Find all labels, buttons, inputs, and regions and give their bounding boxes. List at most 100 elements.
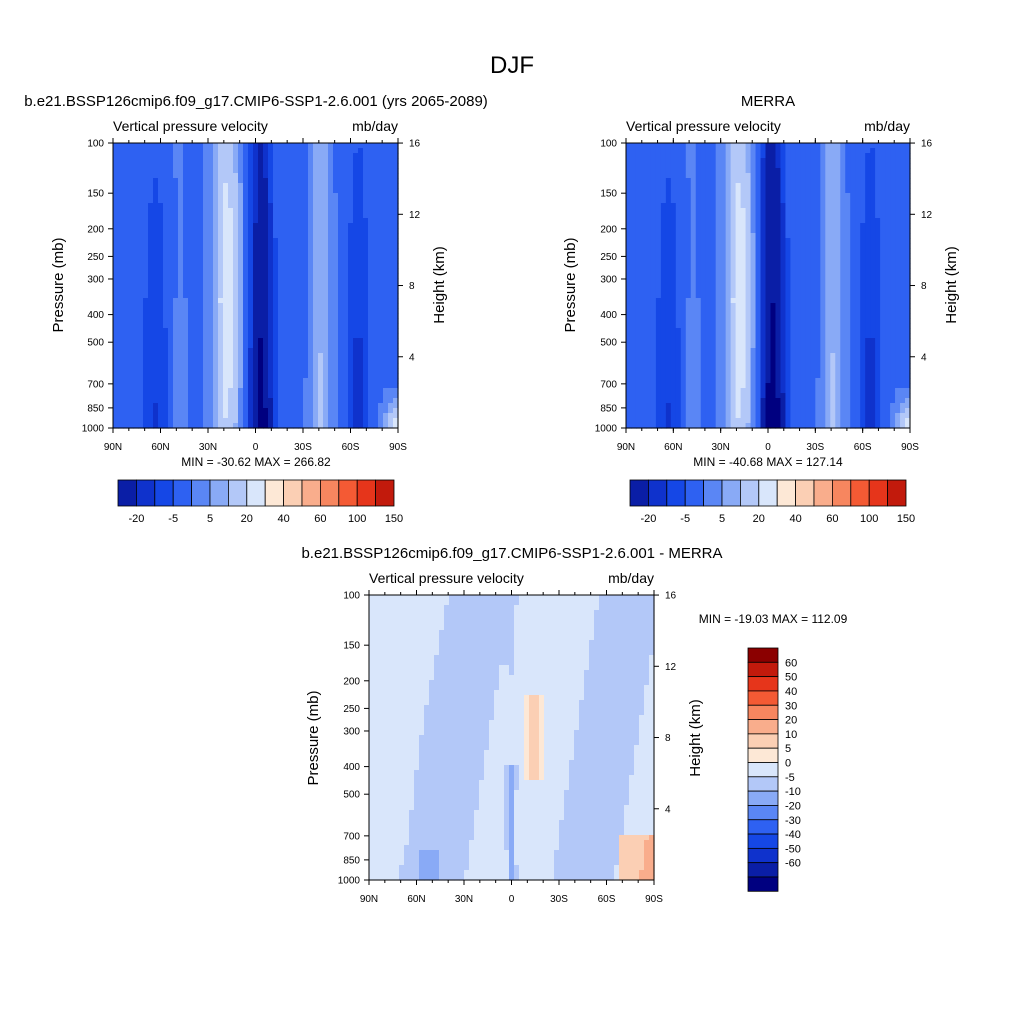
field-cell [685,228,692,234]
field-cell [203,358,209,364]
field-cell [805,213,811,219]
field-cell [765,163,772,169]
field-cell [388,418,394,424]
field-cell [830,183,836,189]
field-cell [635,243,642,249]
field-cell [148,413,154,419]
field-cell [775,148,782,154]
field-cell [333,358,339,364]
field-cell [870,223,876,229]
field-cell [188,313,194,319]
field-cell [378,253,384,259]
field-cell [393,303,399,309]
field-cell [338,423,344,429]
field-cell [383,183,389,189]
field-cell [193,398,199,404]
field-cell [795,173,801,179]
field-cell [333,338,339,344]
field-cell [780,193,787,199]
field-cell [660,208,667,214]
field-cell [153,198,159,204]
field-cell [288,198,294,204]
field-cell [690,263,697,269]
field-cell [885,218,891,224]
field-cell [830,228,836,234]
field-cell [313,263,319,269]
field-cell [840,243,846,249]
field-cell [775,173,782,179]
field-cell [153,293,159,299]
field-cell [333,403,339,409]
field-cell [278,233,284,239]
field-cell [188,378,194,384]
field-cell [278,313,284,319]
field-cell [680,238,687,244]
field-cell [228,363,234,369]
field-cell [253,213,259,219]
field-cell [253,318,259,324]
field-cell [640,188,647,194]
field-cell [900,178,906,184]
field-cell [825,263,831,269]
field-cell [273,298,279,304]
field-cell [760,268,767,274]
field-cell [373,398,379,404]
field-cell [660,198,667,204]
field-cell [168,333,174,339]
field-cell [228,293,234,299]
field-cell [193,258,199,264]
field-cell [188,243,194,249]
field-cell [830,208,836,214]
field-cell [815,143,821,149]
field-cell [223,418,229,424]
field-cell [830,188,836,194]
field-cell [113,233,119,239]
field-cell [283,423,289,429]
field-cell [293,403,299,409]
field-cell [293,303,299,309]
field-cell [665,283,672,289]
field-cell [268,403,274,409]
field-cell [790,218,796,224]
field-cell [303,213,309,219]
field-cell [118,338,124,344]
field-cell [303,198,309,204]
field-cell [760,248,767,254]
field-cell [323,378,329,384]
field-cell [870,143,876,149]
field-cell [258,398,264,404]
field-cell [750,243,757,249]
field-cell [123,163,129,169]
field-cell [163,363,169,369]
field-cell [865,238,871,244]
field-cell [288,273,294,279]
field-cell [268,318,274,324]
field-cell [775,243,782,249]
field-cell [113,168,119,174]
field-cell [148,148,154,154]
field-cell [358,288,364,294]
field-cell [318,198,324,204]
field-cell [238,323,244,329]
field-cell [645,153,652,159]
field-cell [278,348,284,354]
field-cell [785,203,792,209]
field-cell [750,213,757,219]
field-cell [383,233,389,239]
field-cell [138,253,144,259]
field-cell [383,388,389,394]
field-cell [900,268,906,274]
field-cell [238,223,244,229]
field-cell [238,273,244,279]
field-cell [790,168,796,174]
field-cell [895,233,901,239]
field-cell [900,153,906,159]
field-cell [880,173,886,179]
field-cell [173,303,179,309]
field-cell [288,218,294,224]
field-cell [670,153,677,159]
field-cell [865,168,871,174]
field-cell [740,273,747,279]
field-cell [153,263,159,269]
field-cell [178,188,184,194]
